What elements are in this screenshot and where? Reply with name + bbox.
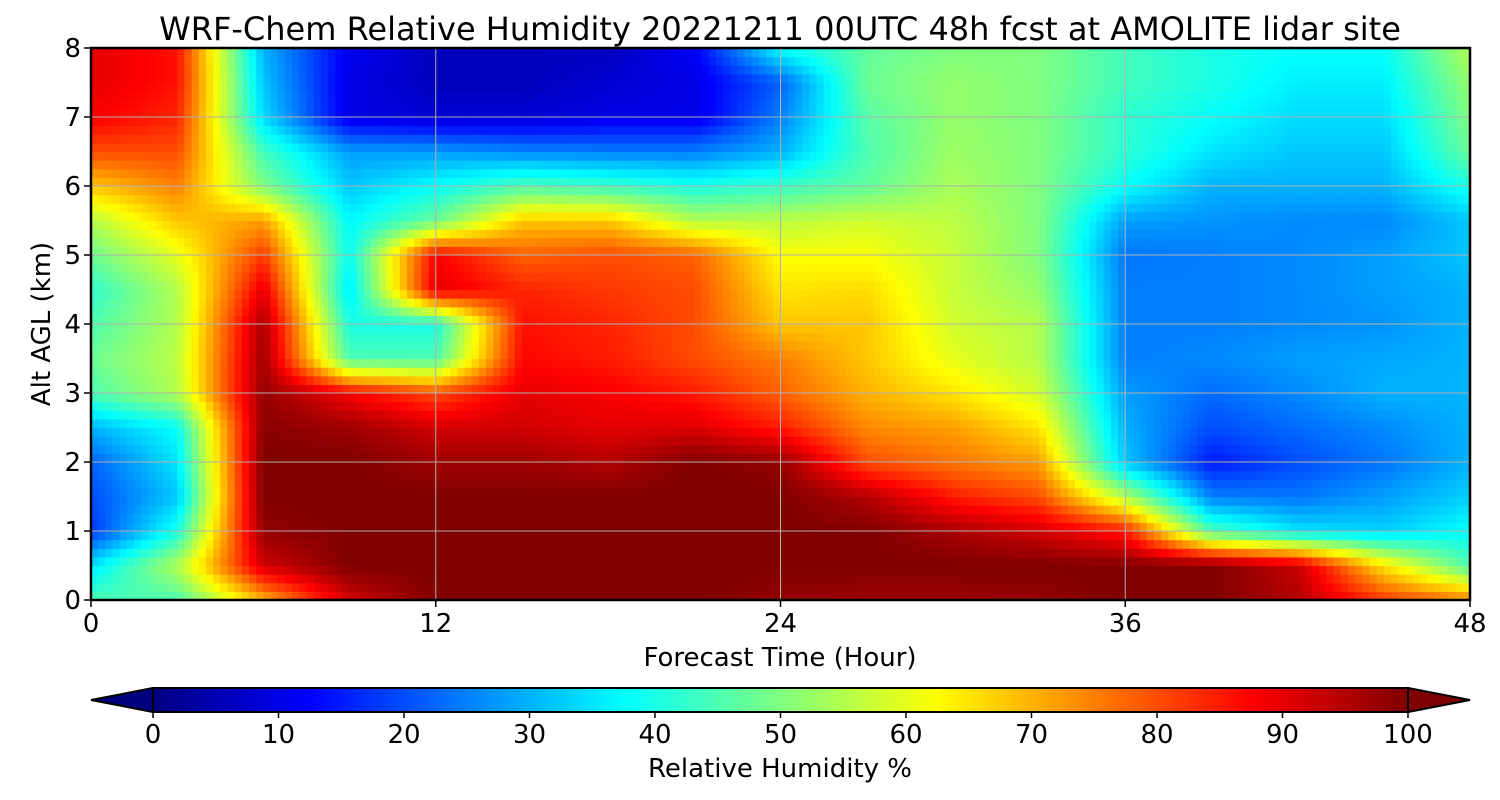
x-tick-label: 24 (764, 609, 797, 639)
colorbar-tick-label: 30 (513, 720, 546, 750)
heatmap-field (91, 48, 1470, 600)
chart-title: WRF-Chem Relative Humidity 20221211 00UT… (159, 10, 1401, 48)
colorbar-tick-label: 70 (1015, 720, 1048, 750)
colorbar-tick-label: 50 (764, 720, 797, 750)
colorbar-tick-label: 100 (1383, 720, 1433, 750)
colorbar-tick-label: 10 (262, 720, 295, 750)
colorbar-label: Relative Humidity % (648, 754, 912, 784)
x-tick-label: 48 (1453, 609, 1486, 639)
y-tick-label: 2 (64, 448, 81, 478)
y-axis: 0 1 2 3 4 5 6 7 8 (64, 34, 91, 616)
y-tick-label: 7 (64, 103, 81, 133)
colorbar-extend-low (90, 686, 154, 714)
y-axis-label: Alt AGL (km) (27, 242, 57, 406)
colorbar-tick-label: 0 (145, 720, 162, 750)
colorbar-tick-label: 60 (889, 720, 922, 750)
colorbar-tick-label: 20 (387, 720, 420, 750)
colorbar-tick-label: 80 (1140, 720, 1173, 750)
y-tick-label: 1 (64, 517, 81, 547)
colorbar-tick-label: 90 (1266, 720, 1299, 750)
x-tick-label: 12 (419, 609, 452, 639)
colorbar-tick-label: 40 (638, 720, 671, 750)
y-tick-label: 4 (64, 310, 81, 340)
y-tick-label: 0 (64, 586, 81, 616)
colorbar: 0 10 20 30 40 50 60 70 80 90 100 Relative Humidity… (90, 686, 1471, 784)
x-axis: 0 12 24 36 48 (83, 600, 1487, 639)
colorbar-body (152, 687, 1409, 713)
y-tick-label: 5 (64, 241, 81, 271)
y-tick-label: 3 (64, 379, 81, 409)
colorbar-extend-high (1407, 686, 1471, 714)
x-tick-label: 0 (83, 609, 100, 639)
y-tick-label: 6 (64, 172, 81, 202)
y-tick-label: 8 (64, 34, 81, 64)
x-tick-label: 36 (1109, 609, 1142, 639)
x-axis-label: Forecast Time (Hour) (643, 643, 916, 673)
colorbar-ticks: 0 10 20 30 40 50 60 70 80 90 100 (145, 712, 1433, 750)
